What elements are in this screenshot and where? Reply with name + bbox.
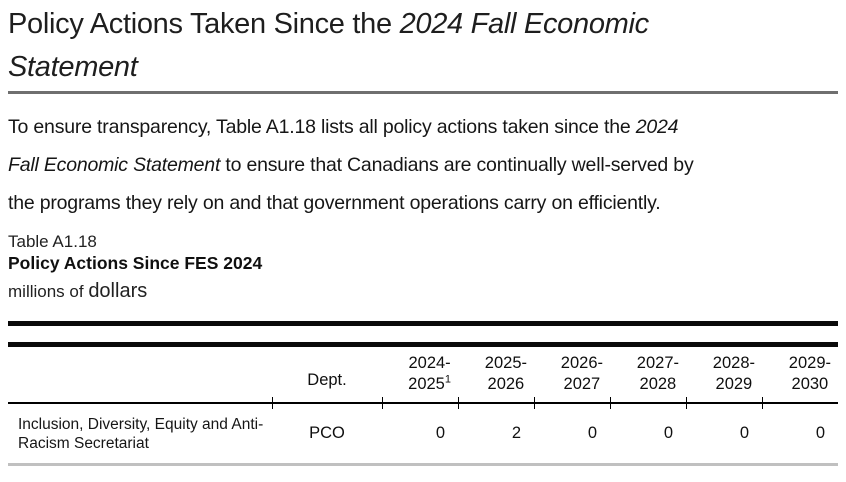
column-tick xyxy=(610,397,611,409)
pre-table-rule xyxy=(8,321,838,326)
row-value-cell: 0 xyxy=(815,424,825,442)
column-tick xyxy=(686,397,687,409)
year-bottom: 2030 xyxy=(791,375,829,393)
year-range: 2029- 2030 xyxy=(789,353,831,395)
year-top: 2028- xyxy=(712,354,755,372)
column-tick xyxy=(272,397,273,409)
text-line: the programs they rely on and that gover… xyxy=(8,192,661,214)
header-cell-blank xyxy=(8,347,272,402)
year-bottom: 20251 xyxy=(408,373,451,393)
year-top: 2025- xyxy=(484,354,527,372)
year-bottom: 2028 xyxy=(639,375,677,393)
column-tick xyxy=(762,397,763,409)
header-cell-year: 2026- 2027 xyxy=(534,347,610,402)
year-bottom: 2029 xyxy=(715,375,753,393)
row-value-cell: 0 xyxy=(663,424,673,442)
header-cell-year: 2024- 20251 xyxy=(382,347,458,402)
table-title: Policy Actions Since FES 2024 xyxy=(8,253,263,273)
year-range: 2027- 2028 xyxy=(637,353,679,395)
footnote-marker: 1 xyxy=(444,373,451,386)
year-bottom: 2026 xyxy=(487,375,525,393)
year-range: 2028- 2029 xyxy=(713,353,755,395)
policy-actions-table: Dept. 2024- 20251 2025- 2026 2026- 2027 2027- 20… xyxy=(8,347,838,466)
text-line: Policy Actions Taken Since the 2024 Fall… xyxy=(8,8,649,40)
row-dept-cell: PCO xyxy=(309,424,345,442)
column-tick xyxy=(458,397,459,409)
header-cell-dept: Dept. xyxy=(307,371,347,389)
text-line: Statement xyxy=(8,51,138,83)
units-prefix: millions of xyxy=(8,282,89,301)
column-tick xyxy=(534,397,535,409)
header-cell-year: 2027- 2028 xyxy=(610,347,686,402)
row-value-cell: 2 xyxy=(511,424,521,442)
units-emphasis: dollars xyxy=(88,280,148,302)
year-top: 2027- xyxy=(636,354,679,372)
row-value-cell: 0 xyxy=(435,424,445,442)
text-line: To ensure transparency, Table A1.18 list… xyxy=(8,116,679,138)
year-bottom: 2027 xyxy=(563,375,601,393)
year-top: 2029- xyxy=(788,354,831,372)
table-label: Table A1.18 xyxy=(8,232,97,251)
header-row: Dept. 2024- 20251 2025- 2026 2026- 2027 2027- 20… xyxy=(8,347,838,409)
table-row: Inclusion, Diversity, Equity and Anti-Ra… xyxy=(8,404,838,466)
row-label-cell: Inclusion, Diversity, Equity and Anti-Ra… xyxy=(18,415,264,452)
page-title: Policy Actions Taken Since the 2024 Fall… xyxy=(8,3,838,89)
text-line: Fall Economic Statement to ensure that C… xyxy=(8,154,694,176)
header-cell-year: 2029- 2030 xyxy=(762,347,838,402)
column-tick xyxy=(382,397,383,409)
year-range: 2024- 20251 xyxy=(408,353,451,395)
intro-paragraph: To ensure transparency, Table A1.18 list… xyxy=(8,108,838,222)
year-top: 2026- xyxy=(560,354,603,372)
year-range: 2025- 2026 xyxy=(485,353,527,395)
document-page: Policy Actions Taken Since the 2024 Fall… xyxy=(8,3,838,466)
heading-divider xyxy=(8,91,838,94)
header-cell-year: 2025- 2026 xyxy=(458,347,534,402)
table-units: millions of dollars xyxy=(8,279,838,304)
header-cell-year: 2028- 2029 xyxy=(686,347,762,402)
year-range: 2026- 2027 xyxy=(561,353,603,395)
table-top-rule xyxy=(8,342,838,347)
row-value-cell: 0 xyxy=(587,424,597,442)
year-top: 2024- xyxy=(408,354,451,372)
row-value-cell: 0 xyxy=(739,424,749,442)
